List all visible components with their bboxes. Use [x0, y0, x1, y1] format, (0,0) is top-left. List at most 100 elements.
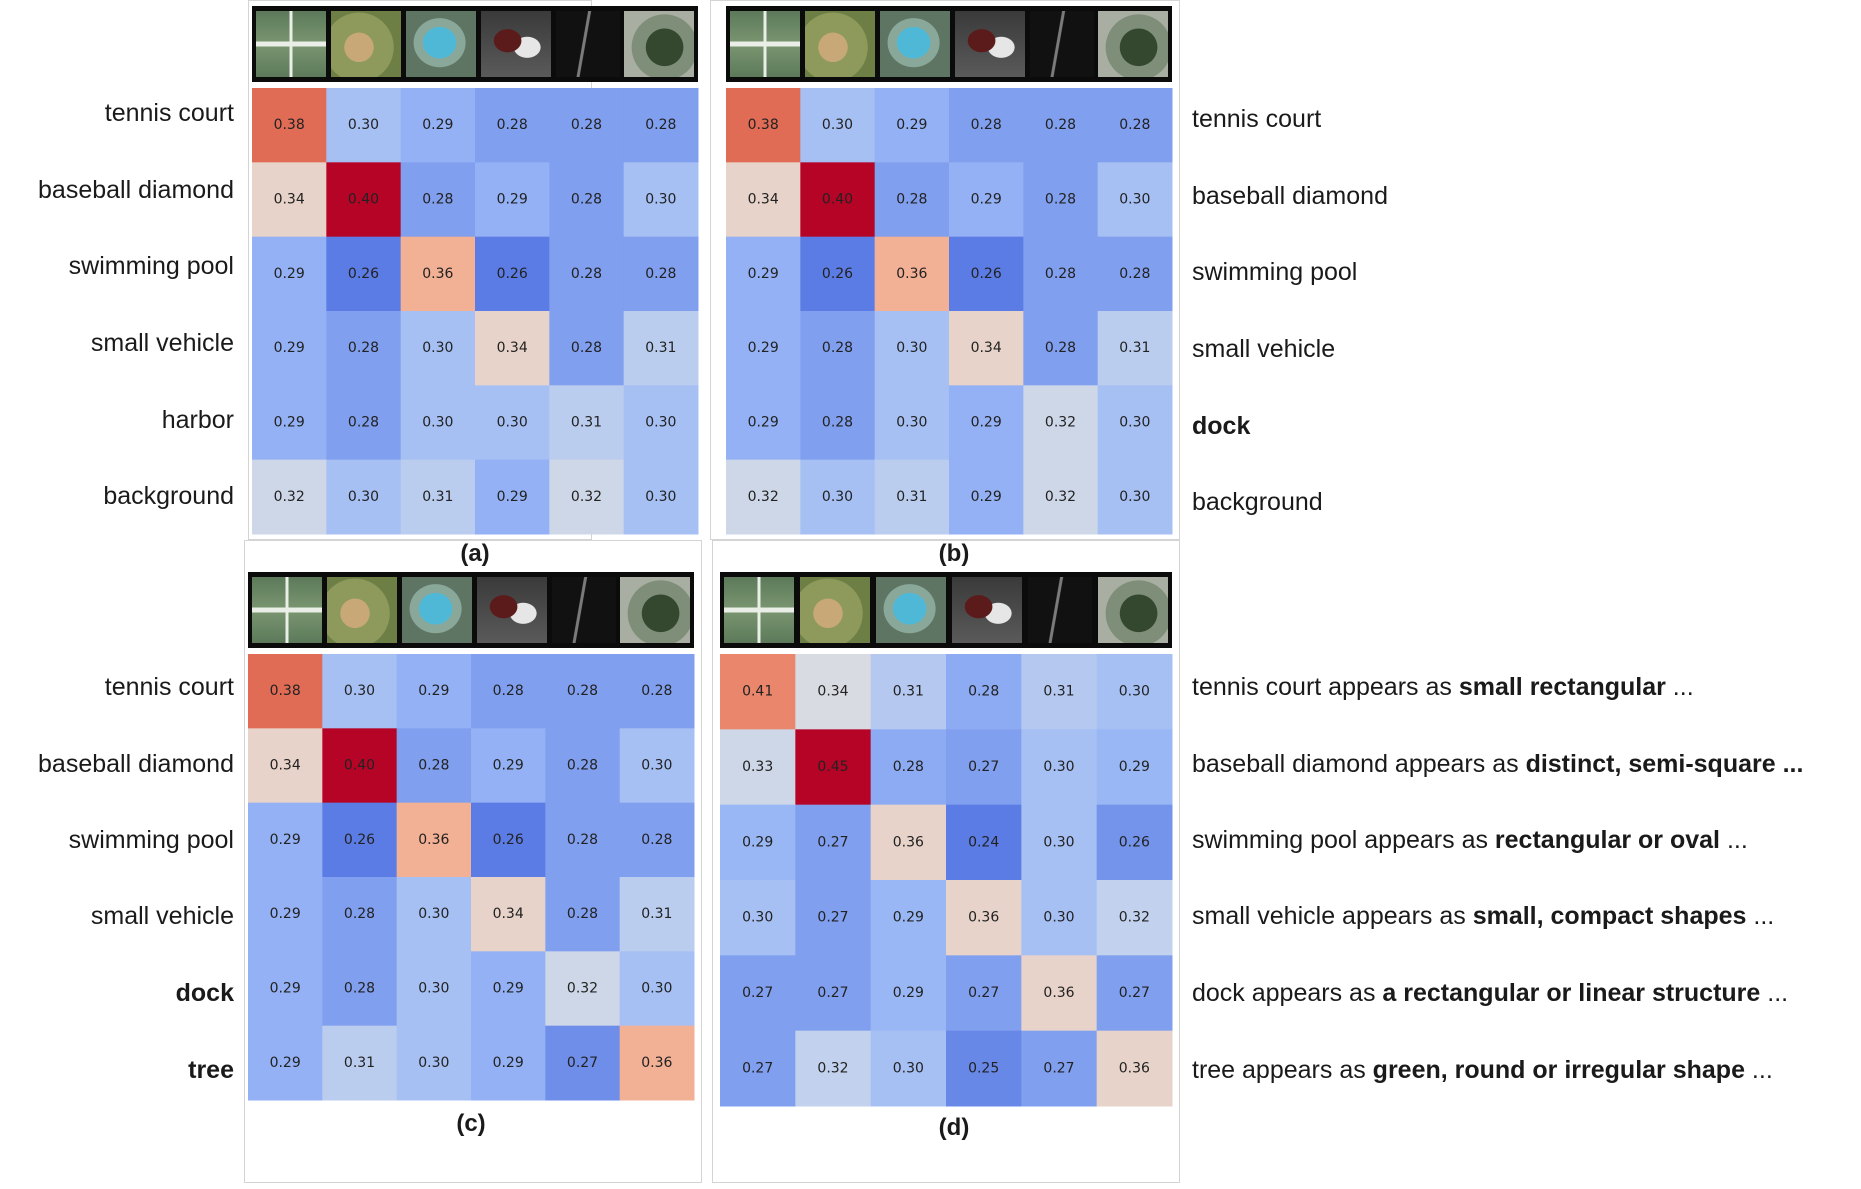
cell-value-label: 0.29 — [896, 117, 927, 133]
heatmap-cell — [1096, 1030, 1173, 1107]
cell-value-label: 0.36 — [641, 1055, 672, 1071]
heatmap-cell — [623, 88, 699, 163]
cell-value-label: 0.31 — [641, 906, 672, 922]
heatmap-cell — [471, 1025, 546, 1101]
heatmap-cell — [720, 880, 796, 956]
heatmap-cell — [1023, 88, 1099, 163]
heatmap-cell — [720, 729, 796, 806]
heatmap-cell — [1021, 880, 1098, 956]
cell-value-label: 0.32 — [748, 489, 779, 505]
image-strip-d — [720, 572, 1172, 648]
small-vehicle-thumbnail — [952, 577, 1022, 643]
row-label: swimming pool appears as rectangular or … — [1192, 826, 1748, 854]
cell-value-label: 0.29 — [493, 758, 524, 774]
cell-value-label: 0.29 — [274, 340, 305, 356]
heatmap-cell — [874, 459, 950, 535]
heatmap-cell — [1096, 729, 1173, 806]
heatmap-cell — [1021, 955, 1098, 1032]
heatmap-cell — [870, 654, 947, 730]
cell-value-label: 0.31 — [571, 415, 602, 431]
heatmap-cell — [1097, 311, 1173, 386]
cell-value-label: 0.26 — [822, 266, 853, 282]
heatmap-cell — [1023, 459, 1099, 535]
cell-value-label: 0.30 — [1119, 192, 1150, 208]
cell-value-label: 0.27 — [817, 834, 848, 850]
cell-value-label: 0.28 — [571, 117, 602, 133]
cell-value-label: 0.29 — [270, 906, 301, 922]
heatmap-cell — [326, 236, 402, 312]
heatmap-cell — [549, 236, 625, 312]
cell-value-label: 0.28 — [348, 340, 379, 356]
heatmap-cell — [248, 802, 323, 878]
heatmap-cell — [400, 88, 476, 163]
heatmap-cell — [248, 654, 323, 729]
cell-value-label: 0.29 — [971, 489, 1002, 505]
cell-value-label: 0.28 — [571, 340, 602, 356]
panel-d-frame — [712, 540, 1180, 1183]
cell-value-label: 0.29 — [270, 981, 301, 997]
cell-value-label: 0.34 — [497, 340, 528, 356]
heatmap-cell — [248, 951, 323, 1027]
cell-value-label: 0.28 — [571, 266, 602, 282]
cell-value-label: 0.31 — [422, 489, 453, 505]
heatmap-cell — [475, 311, 550, 386]
heatmap-cell — [870, 804, 947, 881]
heatmap-cell — [870, 1030, 947, 1107]
cell-value-label: 0.30 — [641, 981, 672, 997]
heatmap-cell — [1097, 162, 1173, 238]
row-label: baseball diamond appears as distinct, se… — [1192, 750, 1804, 778]
cell-value-label: 0.27 — [1043, 1060, 1074, 1076]
heatmap-cell — [549, 88, 625, 163]
cell-value-label: 0.32 — [274, 489, 305, 505]
cell-value-label: 0.28 — [822, 340, 853, 356]
cell-value-label: 0.36 — [1119, 1060, 1150, 1076]
cell-value-label: 0.29 — [493, 1055, 524, 1071]
heatmap-cell — [475, 385, 550, 461]
small-vehicle-thumbnail — [477, 577, 547, 643]
tennis-court-thumbnail — [256, 11, 326, 77]
heatmap-cell — [322, 728, 398, 804]
heatmap-cell — [874, 88, 950, 163]
cell-value-label: 0.28 — [971, 117, 1002, 133]
heatmap-cell — [1097, 88, 1173, 163]
heatmap-cell — [322, 951, 398, 1027]
heatmap-cell — [1096, 804, 1173, 881]
cell-value-label: 0.30 — [822, 489, 853, 505]
cell-value-label: 0.28 — [344, 906, 375, 922]
heatmap-cell — [396, 951, 472, 1027]
heatmap-cell — [1096, 654, 1173, 730]
cell-value-label: 0.30 — [1119, 415, 1150, 431]
cell-value-label: 0.28 — [645, 266, 676, 282]
heatmap-cell — [949, 311, 1024, 386]
heatmap-cell — [326, 385, 402, 461]
heatmap-cell — [1023, 236, 1099, 312]
heatmap-cell — [720, 654, 796, 730]
heatmap-cell — [326, 88, 402, 163]
cell-value-label: 0.29 — [971, 192, 1002, 208]
heatmap-cell — [795, 654, 872, 730]
cell-value-label: 0.27 — [968, 759, 999, 775]
cell-value-label: 0.26 — [1119, 834, 1150, 850]
cell-value-label: 0.30 — [418, 1055, 449, 1071]
cell-value-label: 0.33 — [742, 759, 773, 775]
cell-value-label: 0.29 — [748, 340, 779, 356]
cell-value-label: 0.27 — [567, 1055, 598, 1071]
heatmap-cell — [874, 385, 950, 461]
heatmap-cell — [619, 877, 695, 952]
heatmap-cell — [795, 729, 872, 806]
tree-thumbnail — [1098, 577, 1168, 643]
cell-value-label: 0.30 — [645, 192, 676, 208]
cell-value-label: 0.28 — [896, 192, 927, 208]
cell-value-label: 0.30 — [344, 683, 375, 699]
heatmap-cell — [1023, 311, 1099, 386]
panel-caption-c: (c) — [456, 1110, 486, 1137]
cell-value-label: 0.28 — [1045, 192, 1076, 208]
heatmap-cell — [619, 951, 695, 1027]
heatmap-cell — [248, 728, 323, 804]
heatmap-cell — [619, 1025, 695, 1101]
cell-value-label: 0.30 — [348, 117, 379, 133]
heatmap-cell — [545, 802, 621, 878]
cell-value-label: 0.31 — [1119, 340, 1150, 356]
cell-value-label: 0.28 — [422, 192, 453, 208]
heatmap-cell — [326, 162, 402, 238]
